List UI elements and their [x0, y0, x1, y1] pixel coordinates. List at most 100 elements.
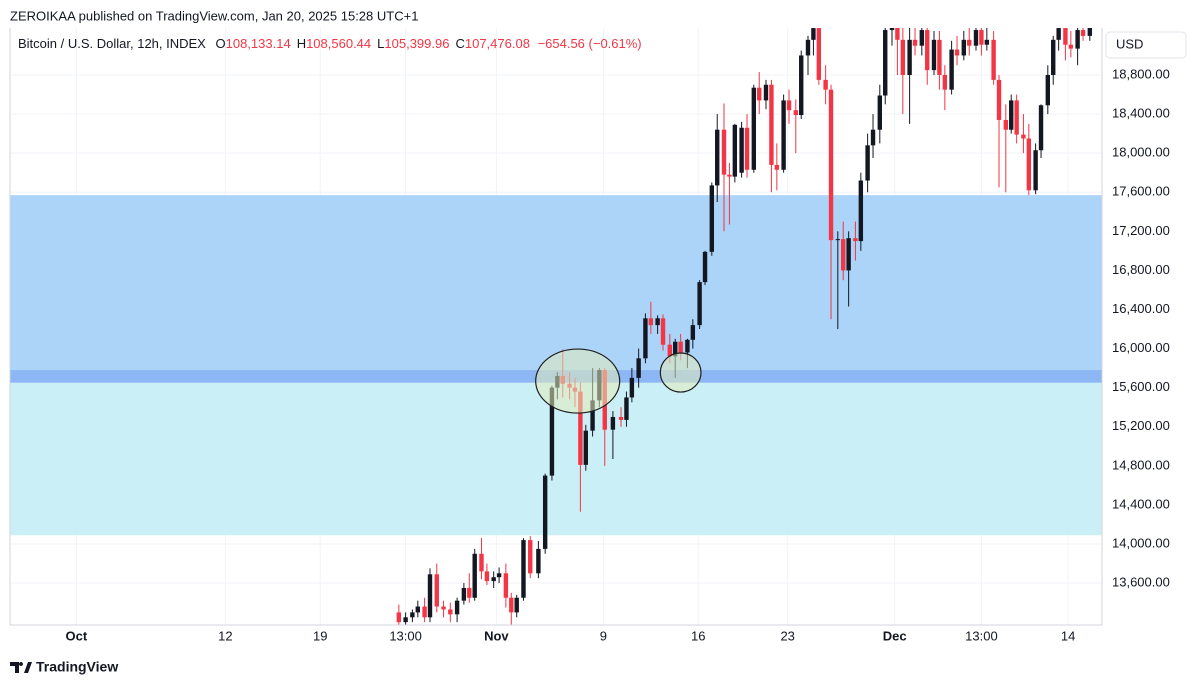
legend: Bitcoin / U.S. Dollar, 12h, INDEX O108,1…	[18, 36, 642, 51]
ohlc-value: 108,133.14	[226, 36, 291, 51]
x-tick-label: Oct	[66, 628, 88, 643]
ohlc-key: L	[377, 36, 384, 51]
annotations	[535, 348, 702, 414]
candle-body	[931, 39, 937, 71]
y-tick-label: 14,000.00	[1112, 535, 1170, 550]
y-tick-label: 15,600.00	[1112, 379, 1170, 394]
candle-body	[472, 553, 477, 598]
candle-body	[1021, 134, 1026, 139]
candle-body	[763, 84, 769, 101]
candle-body	[979, 30, 984, 45]
candle-body	[751, 87, 757, 170]
candle-body	[410, 612, 415, 618]
candle-body	[799, 55, 804, 116]
footer: TradingView	[36, 659, 118, 675]
candle-body	[648, 318, 654, 326]
candle-body	[954, 49, 960, 56]
candle-body	[690, 325, 696, 340]
candle-body	[673, 341, 678, 357]
candle-body	[858, 180, 864, 242]
candle-body	[1003, 119, 1009, 130]
candle-body	[403, 617, 408, 623]
x-tick-label: 13:00	[389, 628, 422, 643]
candle-body	[702, 251, 708, 283]
candle-body	[967, 39, 972, 46]
candle-body	[467, 587, 472, 598]
candle-body	[919, 30, 925, 46]
candle-body	[396, 612, 402, 623]
candle-body	[528, 540, 533, 574]
candle-body	[816, 28, 822, 80]
candle-body	[1038, 105, 1044, 151]
symbol: Bitcoin / U.S. Dollar, 12h, INDEX	[18, 36, 206, 51]
logo	[10, 662, 32, 673]
candle-body	[496, 573, 502, 578]
candle-body	[549, 387, 555, 476]
candle-body	[877, 95, 883, 130]
y-tick-label: 15,200.00	[1112, 418, 1170, 433]
y-tick-label: 18,400.00	[1112, 106, 1170, 121]
x-tick-label: 12	[218, 628, 232, 643]
candle-body	[590, 400, 595, 431]
candle-body	[685, 339, 690, 353]
candle-body	[961, 39, 967, 56]
candle-body	[949, 49, 954, 90]
y-tick-label: 14,400.00	[1112, 496, 1170, 511]
candle-body	[973, 30, 979, 46]
candle-body	[715, 129, 720, 186]
candle-body	[629, 377, 635, 398]
y-tick-label: 14,800.00	[1112, 457, 1170, 472]
x-tick-label: 13:00	[965, 628, 998, 643]
ohlc-key: C	[455, 36, 464, 51]
candle-body	[610, 416, 616, 430]
candle-body	[984, 39, 990, 45]
candle-body	[415, 606, 421, 613]
candle-body	[774, 164, 780, 170]
candle-body	[925, 30, 930, 71]
candle-body	[448, 609, 453, 615]
candle-body	[744, 127, 750, 170]
y-tick-label: 17,600.00	[1112, 184, 1170, 199]
candle-body	[484, 571, 490, 582]
candle-body	[461, 587, 467, 601]
candle-body	[907, 39, 912, 75]
candle-body	[757, 87, 762, 101]
y-tick-label: 17,200.00	[1112, 223, 1170, 238]
candle-body	[1026, 138, 1032, 191]
candle-body	[727, 174, 732, 177]
candle-body	[427, 574, 433, 618]
zones	[10, 195, 1102, 536]
candle-body	[454, 600, 460, 615]
candle-body	[889, 28, 895, 31]
candle-body	[1009, 100, 1014, 130]
y-tick-label: 18,000.00	[1112, 145, 1170, 160]
candle-body	[1068, 44, 1074, 49]
x-tick-label: 23	[780, 628, 794, 643]
x-tick-label: 14	[1061, 628, 1075, 643]
candle-body	[865, 145, 870, 181]
y-tick-label: 16,800.00	[1112, 262, 1170, 277]
candle-body	[509, 597, 514, 613]
x-tick-label: 16	[691, 628, 705, 643]
x-tick-label: 19	[313, 628, 327, 643]
currency[interactable]: USD	[1116, 36, 1143, 51]
ohlc-value: 105,399.96	[384, 36, 449, 51]
candle-body	[1075, 30, 1080, 49]
candle-body	[942, 74, 948, 90]
candle-body	[912, 39, 918, 46]
candle-body	[521, 540, 526, 598]
candle-body	[660, 318, 666, 345]
candle-body	[536, 548, 541, 574]
candle-body	[739, 127, 744, 173]
currency-button[interactable]	[1105, 31, 1187, 59]
candle-body	[900, 39, 906, 75]
ohlc-value: 107,476.08	[465, 36, 530, 51]
y-tick-label: 16,000.00	[1112, 340, 1170, 355]
candle-body	[1087, 28, 1093, 36]
candle-body	[422, 606, 427, 618]
x-tick-label: Dec	[883, 628, 907, 643]
ohlc-key: H	[297, 36, 306, 51]
candle-body	[769, 84, 774, 165]
candle-body	[643, 318, 648, 359]
candle-body	[655, 318, 660, 326]
